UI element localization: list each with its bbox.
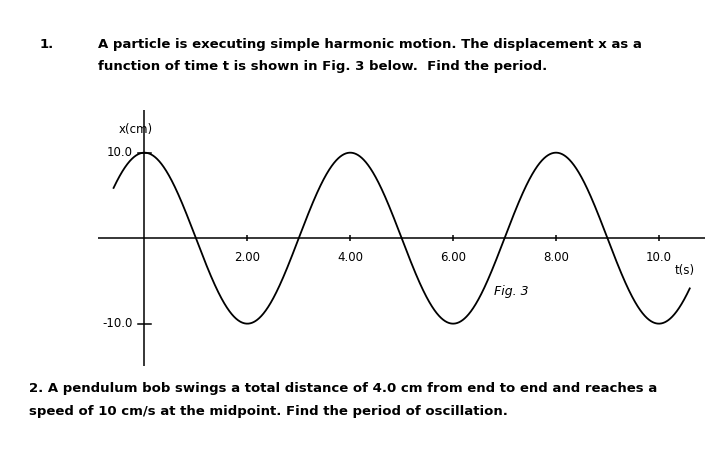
Text: t(s): t(s) — [675, 264, 695, 277]
Text: 10.0: 10.0 — [646, 251, 672, 264]
Text: 8.00: 8.00 — [543, 251, 569, 264]
Text: 6.00: 6.00 — [440, 251, 466, 264]
Text: A particle is executing simple harmonic motion. The displacement x as a: A particle is executing simple harmonic … — [98, 38, 642, 50]
Text: 2. A pendulum bob swings a total distance of 4.0 cm from end to end and reaches : 2. A pendulum bob swings a total distanc… — [29, 382, 657, 395]
Text: Fig. 3: Fig. 3 — [494, 285, 529, 298]
Text: 4.00: 4.00 — [337, 251, 364, 264]
Text: -10.0: -10.0 — [103, 317, 133, 330]
Text: speed of 10 cm/s at the midpoint. Find the period of oscillation.: speed of 10 cm/s at the midpoint. Find t… — [29, 405, 508, 418]
Text: 1.: 1. — [40, 38, 55, 50]
Text: 10.0: 10.0 — [107, 146, 133, 159]
Text: function of time t is shown in Fig. 3 below.  Find the period.: function of time t is shown in Fig. 3 be… — [98, 60, 547, 73]
Text: x(cm): x(cm) — [119, 123, 153, 136]
Text: 2.00: 2.00 — [234, 251, 260, 264]
